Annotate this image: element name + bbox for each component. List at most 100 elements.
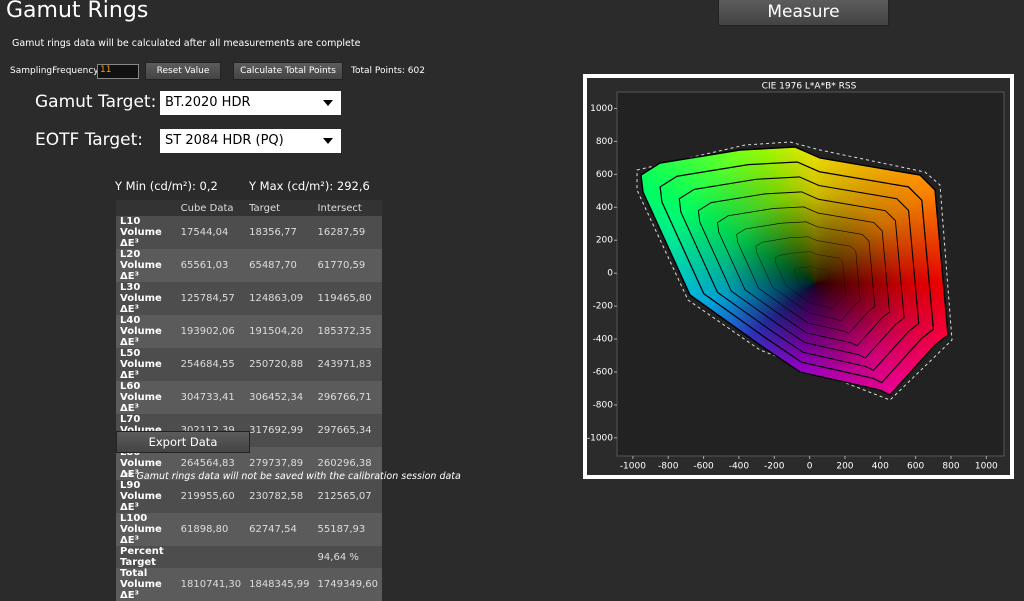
y-tick-label: 400 <box>596 203 613 213</box>
cell: 306452,34 <box>245 381 314 414</box>
cell <box>176 546 246 568</box>
cell: 317692,99 <box>245 414 314 447</box>
row-label: L20 Volume ΔE³ <box>116 249 177 282</box>
x-tick-label: 0 <box>807 462 813 472</box>
table-row: L100 Volume ΔE³ 61898,80 62747,54 55187,93 <box>116 513 382 546</box>
cell: 61898,80 <box>176 513 246 546</box>
cell: 55187,93 <box>313 513 382 546</box>
x-tick-label: 600 <box>907 462 924 472</box>
y-tick-label: -800 <box>593 400 614 410</box>
cell: 185372,35 <box>313 315 382 348</box>
cell: 16287,59 <box>313 216 382 249</box>
gamut-label: Gamut Target: <box>35 92 157 112</box>
y-tick-label: 600 <box>596 170 613 180</box>
y-tick-label: -1000 <box>587 433 613 443</box>
header-cell <box>116 200 177 216</box>
ymax: Y Max (cd/m²): 292,6 <box>249 179 370 193</box>
cell: 1848345,99 <box>245 568 314 601</box>
table-row: L30 Volume ΔE³ 125784,57 124863,09 119465,8… <box>116 282 382 315</box>
chart: CIE 1976 L*A*B* RSS -1000 -800 -600 -400 -20… <box>583 74 1014 479</box>
footnote: ** Gamut rings data will not be saved wi… <box>124 471 461 482</box>
cell: 230782,58 <box>245 480 314 513</box>
calculate-button[interactable]: Calculate Total Points <box>233 62 343 80</box>
cell: 65487,70 <box>245 249 314 282</box>
x-tick-label: -400 <box>729 462 750 472</box>
row-label: Percent Target <box>116 546 177 568</box>
cell: 17544,04 <box>176 216 246 249</box>
column-header: Cube Data <box>176 200 246 216</box>
cell: 18356,77 <box>245 216 314 249</box>
row-label: L30 Volume ΔE³ <box>116 282 177 315</box>
cell: 297665,34 <box>313 414 382 447</box>
chart-title: CIE 1976 L*A*B* RSS <box>762 82 857 92</box>
cell: 65561,03 <box>176 249 246 282</box>
cell: 1749349,60 <box>313 568 382 601</box>
row-label: L90 Volume ΔE³ <box>116 480 177 513</box>
x-tick-label: -1000 <box>620 462 646 472</box>
info-text: Gamut rings data will be calculated afte… <box>12 38 361 49</box>
x-tick-label: -800 <box>658 462 679 472</box>
x-tick-label: 800 <box>942 462 959 472</box>
y-tick-label: -200 <box>593 302 614 312</box>
cell: 193902,06 <box>176 315 246 348</box>
cell: 296766,71 <box>313 381 382 414</box>
table-row: Total Volume ΔE³ 1810741,30 1848345,99 1749… <box>116 568 382 601</box>
cell: 212565,07 <box>313 480 382 513</box>
cell: 191504,20 <box>245 315 314 348</box>
cell: 279737,89 <box>245 447 314 480</box>
y-tick-label: 200 <box>596 236 613 246</box>
x-tick-label: 400 <box>872 462 889 472</box>
column-header: Target <box>245 200 314 216</box>
total-points: Total Points: 602 <box>351 66 425 76</box>
table-row: L70 Volume ΔE³302112,39317692,99297665,3… <box>116 414 382 447</box>
cell: 119465,80 <box>313 282 382 315</box>
app: Gamut Rings Measure Gamut rings data wil… <box>6 0 1014 601</box>
row-label: L100 Volume ΔE³ <box>116 513 177 546</box>
x-tick-label: -200 <box>764 462 785 472</box>
cell: 1810741,30 <box>176 568 246 601</box>
cell: 304733,41 <box>176 381 246 414</box>
cell: 61770,59 <box>313 249 382 282</box>
table-row: Percent Target 94,64 % <box>116 546 382 568</box>
cell: 94,64 % <box>313 546 382 568</box>
cell: 62747,54 <box>245 513 314 546</box>
table-row: L10 Volume ΔE³ 17544,04 18356,77 16287,59 <box>116 216 382 249</box>
row-label: L40 Volume ΔE³ <box>116 315 177 348</box>
y-tick-label: 0 <box>607 269 613 279</box>
gamut-dropdown[interactable]: BT.2020 HDR <box>160 91 341 115</box>
cell: 254684,55 <box>176 348 246 381</box>
table-row: L20 Volume ΔE³ 65561,03 65487,70 61770,59 <box>116 249 382 282</box>
sampling-input[interactable]: 11 <box>97 64 139 79</box>
eotf-dropdown[interactable]: ST 2084 HDR (PQ) <box>160 129 341 153</box>
table-row: L50 Volume ΔE³ 254684,55 250720,88 243971,8… <box>116 348 382 381</box>
x-tick-label: 1000 <box>975 462 998 472</box>
cell <box>245 546 314 568</box>
y-tick-label: 800 <box>596 137 613 147</box>
row-label: Total Volume ΔE³ <box>116 568 177 601</box>
cell: 250720,88 <box>245 348 314 381</box>
cell: 219955,60 <box>176 480 246 513</box>
column-header: Intersect <box>313 200 382 216</box>
cell: 243971,83 <box>313 348 382 381</box>
row-label: L60 Volume ΔE³ <box>116 381 177 414</box>
cell: 124863,09 <box>245 282 314 315</box>
title: Gamut Rings <box>6 0 149 23</box>
x-tick-label: -600 <box>693 462 714 472</box>
cell: 125784,57 <box>176 282 246 315</box>
ymin: Y Min (cd/m²): 0,2 <box>115 179 218 193</box>
target-outline <box>636 141 953 401</box>
y-tick-label: 1000 <box>590 104 613 114</box>
export-button[interactable]: Export Data <box>116 431 250 453</box>
sampling-label: SamplingFrequency <box>10 66 99 76</box>
table-row: L40 Volume ΔE³ 193902,06 191504,20 185372,3… <box>116 315 382 348</box>
cell: 260296,38 <box>313 447 382 480</box>
volume-table: Cube Data Target Intersect L10 Volume ΔE³ 17… <box>116 200 382 601</box>
eotf-label: EOTF Target: <box>35 130 144 150</box>
y-tick-label: -600 <box>593 368 614 378</box>
measure-button[interactable]: Measure <box>718 0 889 26</box>
table-row: L90 Volume ΔE³ 219955,60 230782,58 212565,0… <box>116 480 382 513</box>
table-row: L60 Volume ΔE³ 304733,41 306452,34 296766,7… <box>116 381 382 414</box>
reset-button[interactable]: Reset Value <box>145 62 221 80</box>
row-label: L50 Volume ΔE³ <box>116 348 177 381</box>
y-tick-label: -400 <box>593 335 614 345</box>
